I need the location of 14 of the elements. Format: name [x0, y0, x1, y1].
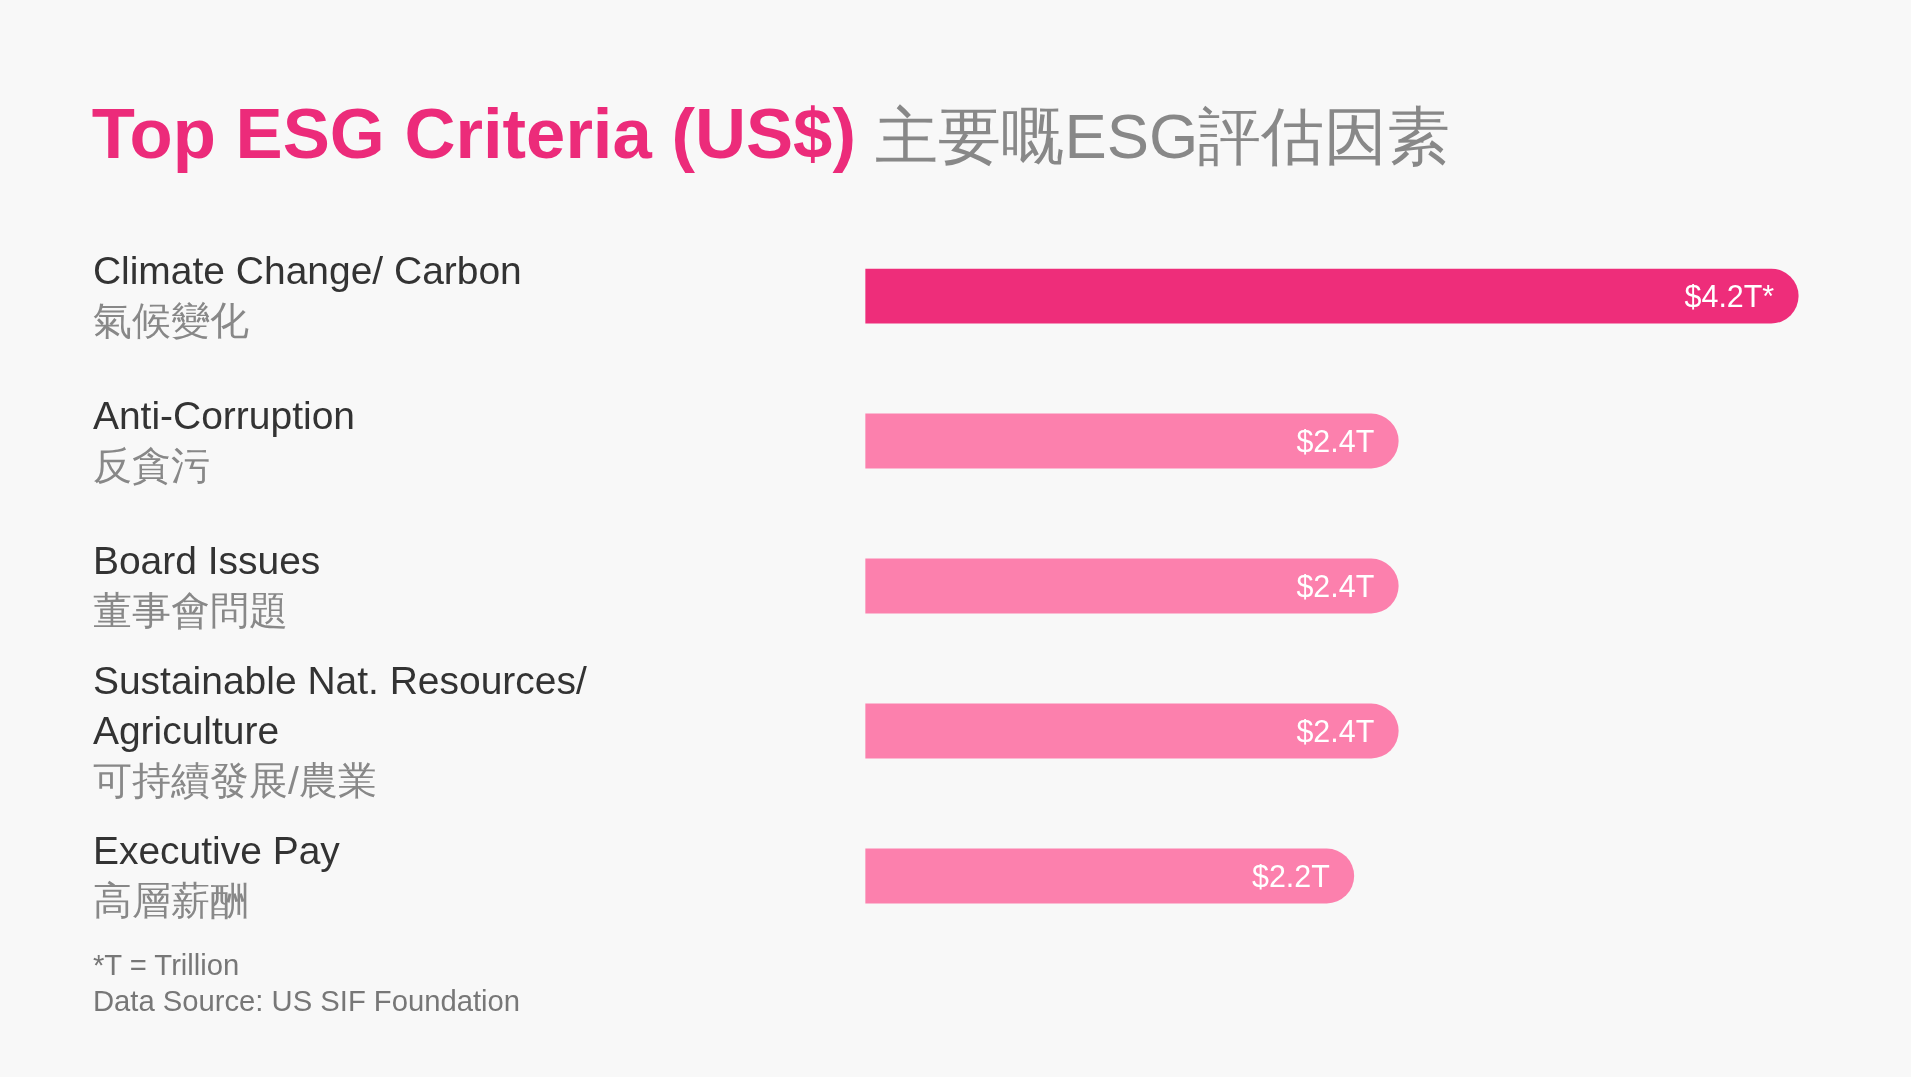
text: *T = Trillion: [92, 948, 240, 981]
data-label: $4.2T*: [1684, 279, 1775, 314]
y-tick-label: Anti-Corruption 反貪污: [92, 394, 355, 488]
y-tick-label: Executive Pay 高層薪酬: [92, 829, 341, 923]
source-note: Data Source: US SIF Foundation: [92, 985, 521, 1018]
y-tick-label: Climate Change/ Carbon 氣候變化: [92, 249, 522, 343]
y-tick-label: Sustainable Nat. Resources/ Agriculture 可持續發展/農業: [92, 659, 587, 803]
data-label: $2.4T: [1296, 713, 1375, 748]
data-label: $2.4T: [1296, 568, 1375, 603]
y-tick-label: Board Issues 董事會問題: [92, 539, 321, 633]
data-label: $2.4T: [1296, 424, 1375, 458]
data-label: $2.2T: [1251, 858, 1330, 893]
chart-title: Top ESG Criteria (US$): [91, 94, 856, 174]
chart-subtitle: 主要嘅ESG評估因素: [875, 101, 1451, 172]
